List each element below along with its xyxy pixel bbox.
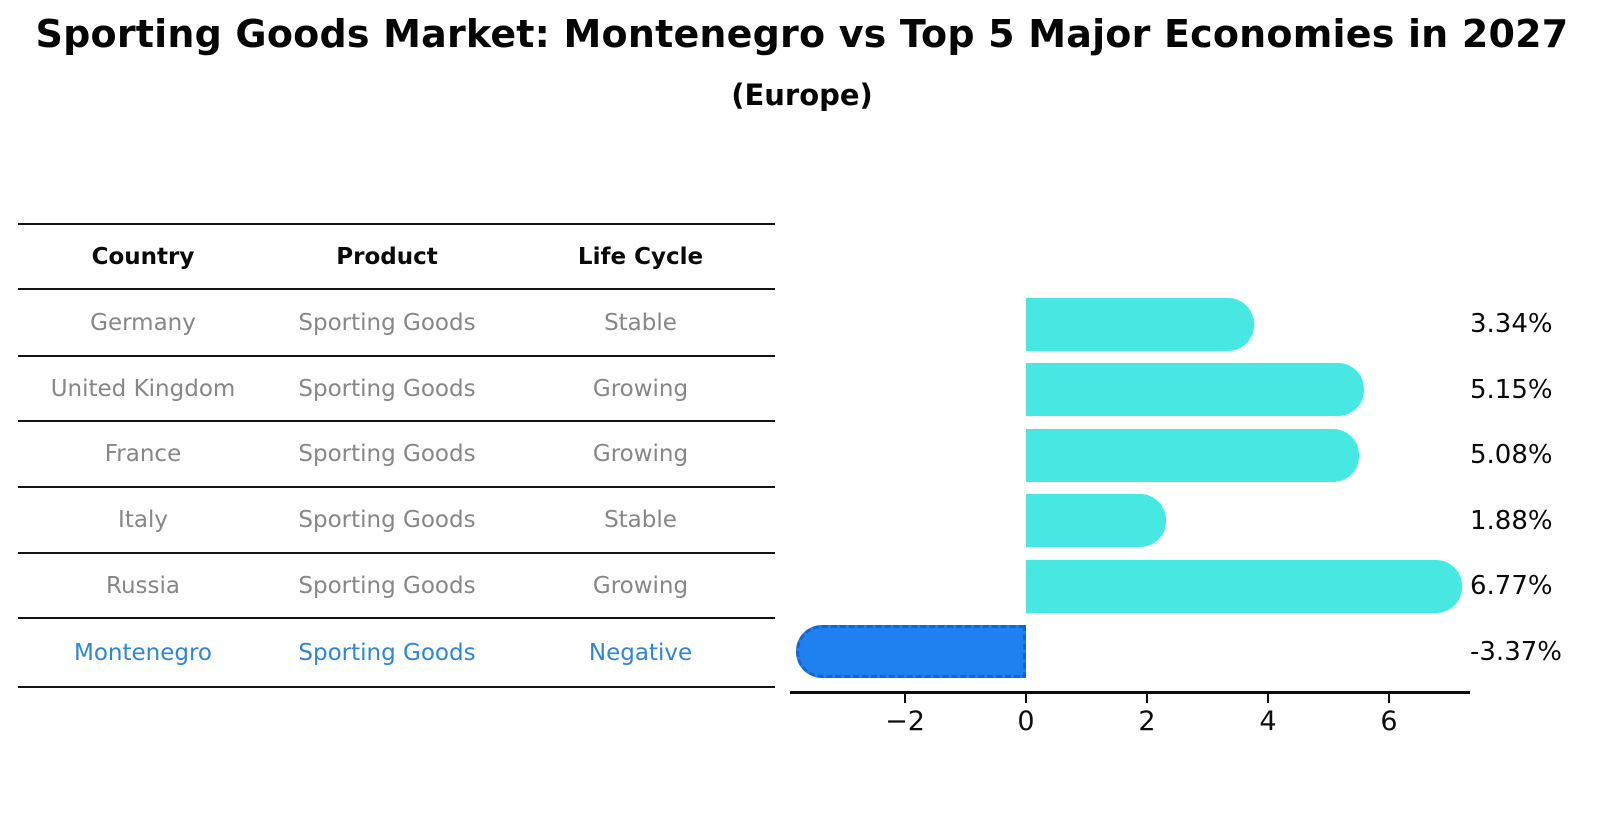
x-axis-tick xyxy=(1146,694,1148,703)
x-axis-tick xyxy=(904,694,906,703)
value-label: -3.37% xyxy=(1470,636,1562,667)
value-label: 5.08% xyxy=(1470,440,1553,470)
table-cell-product: Sporting Goods xyxy=(298,375,476,402)
x-axis-tick-label: 0 xyxy=(1017,706,1035,737)
bar-united-kingdom xyxy=(1026,363,1364,416)
x-axis-tick-label: 6 xyxy=(1380,706,1398,737)
table-header-life-cycle: Life Cycle xyxy=(577,243,704,270)
country-table: Country Product Life Cycle Germany Sport… xyxy=(18,223,775,688)
x-axis-tick-label: −2 xyxy=(885,706,925,737)
x-axis-tick-label: 4 xyxy=(1259,706,1277,737)
table-cell-country: Montenegro xyxy=(73,639,212,666)
table-row: France Sporting Goods Growing xyxy=(18,422,775,488)
bar-france xyxy=(1026,428,1360,482)
value-label: 1.88% xyxy=(1470,505,1553,536)
table-header-row: Country Product Life Cycle xyxy=(18,223,775,290)
table-cell-product: Sporting Goods xyxy=(298,572,476,599)
table-cell-life-cycle: Negative xyxy=(588,639,693,666)
x-axis-tick-label: 2 xyxy=(1138,706,1156,737)
table-cell-country: Germany xyxy=(90,309,196,336)
x-axis-line xyxy=(790,691,1470,694)
chart-title: Sporting Goods Market: Montenegro vs Top… xyxy=(35,12,1569,56)
value-label: 5.15% xyxy=(1470,374,1553,405)
value-label: 6.77% xyxy=(1470,571,1553,601)
x-axis-tick xyxy=(1388,694,1390,703)
table-row: Italy Sporting Goods Stable xyxy=(18,488,775,554)
table-cell-product: Sporting Goods xyxy=(298,441,476,467)
table-cell-product: Sporting Goods xyxy=(298,639,476,666)
bar-germany xyxy=(1026,297,1255,351)
table-header-country: Country xyxy=(91,243,195,270)
bar-russia xyxy=(1026,559,1462,613)
table-cell-country: France xyxy=(104,441,182,467)
table-row-highlight-montenegro: Montenegro Sporting Goods Negative xyxy=(18,619,775,688)
table-cell-country: Russia xyxy=(106,572,180,599)
table-cell-country: Italy xyxy=(118,507,168,533)
x-axis-tick xyxy=(1025,694,1027,703)
table-cell-life-cycle: Growing xyxy=(592,572,689,599)
table-cell-life-cycle: Growing xyxy=(592,441,689,467)
table-cell-life-cycle: Stable xyxy=(604,507,677,533)
table-cell-product: Sporting Goods xyxy=(298,507,476,533)
bar-montenegro xyxy=(796,625,1026,678)
table-cell-life-cycle: Growing xyxy=(592,375,689,402)
chart-subtitle: (Europe) xyxy=(731,78,873,112)
table-row: Germany Sporting Goods Stable xyxy=(18,290,775,357)
value-label: 3.34% xyxy=(1470,309,1553,339)
table-cell-country: United Kingdom xyxy=(50,375,236,402)
table-row: United Kingdom Sporting Goods Growing xyxy=(18,357,775,422)
table-cell-product: Sporting Goods xyxy=(298,309,476,336)
table-header-product: Product xyxy=(336,243,438,270)
table-cell-life-cycle: Stable xyxy=(604,309,677,336)
x-axis-tick xyxy=(1267,694,1269,703)
table-row: Russia Sporting Goods Growing xyxy=(18,554,775,619)
bar-italy xyxy=(1026,494,1166,547)
